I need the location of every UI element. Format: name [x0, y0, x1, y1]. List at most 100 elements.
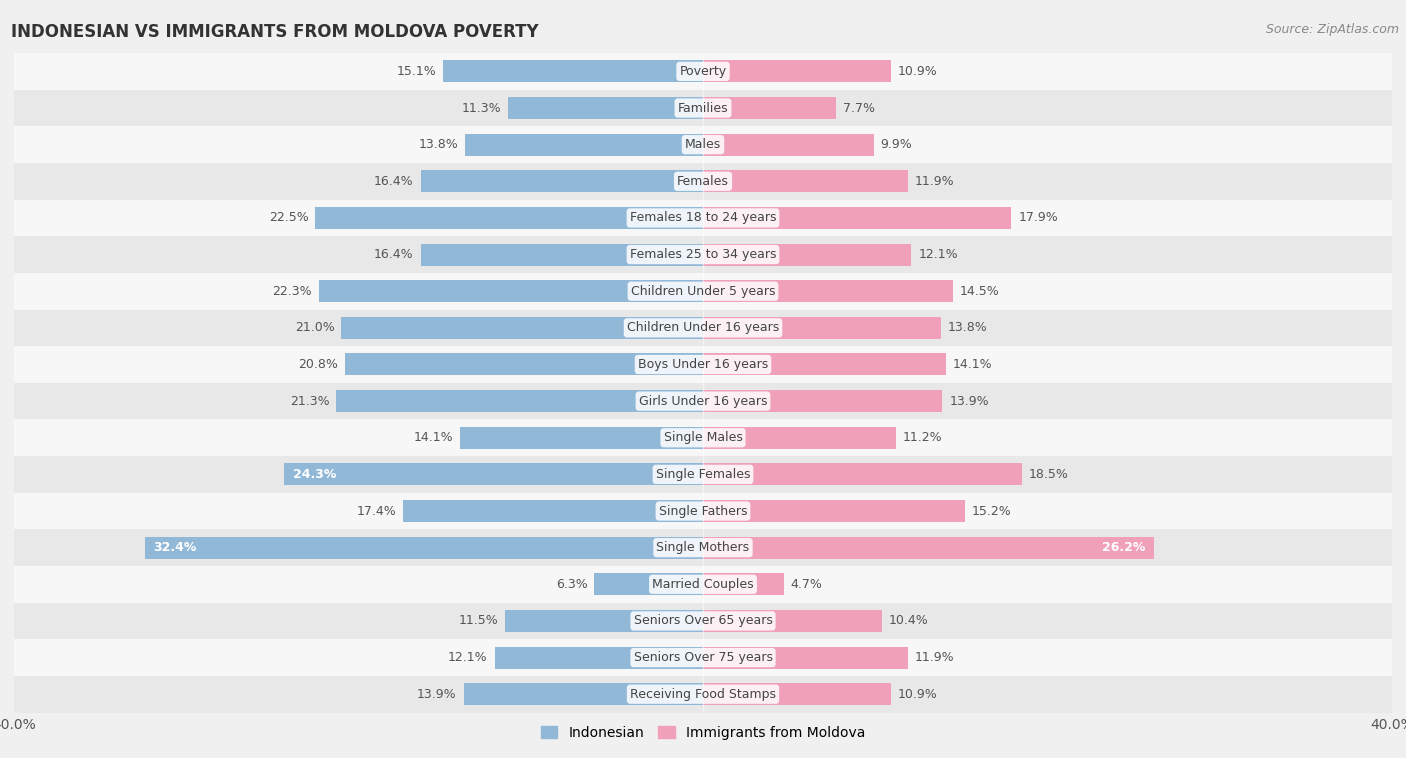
Bar — [14, 273, 1392, 309]
Text: 16.4%: 16.4% — [374, 248, 413, 261]
Text: Seniors Over 65 years: Seniors Over 65 years — [634, 615, 772, 628]
Text: 10.9%: 10.9% — [897, 688, 938, 700]
Bar — [14, 603, 1392, 639]
Bar — [145, 537, 703, 559]
Bar — [703, 243, 911, 265]
Text: Females 18 to 24 years: Females 18 to 24 years — [630, 211, 776, 224]
Bar — [344, 353, 703, 375]
Text: 12.1%: 12.1% — [918, 248, 957, 261]
Text: 12.1%: 12.1% — [449, 651, 488, 664]
Bar — [14, 676, 1392, 713]
Text: Families: Families — [678, 102, 728, 114]
Text: 15.2%: 15.2% — [972, 505, 1011, 518]
Text: 4.7%: 4.7% — [790, 578, 823, 590]
Text: 26.2%: 26.2% — [1102, 541, 1146, 554]
Text: Poverty: Poverty — [679, 65, 727, 78]
Text: Single Mothers: Single Mothers — [657, 541, 749, 554]
Bar — [319, 280, 703, 302]
Bar — [14, 53, 1392, 89]
Bar — [703, 280, 953, 302]
Text: 22.5%: 22.5% — [269, 211, 308, 224]
Bar — [14, 493, 1392, 529]
Bar — [315, 207, 703, 229]
Text: 11.2%: 11.2% — [903, 431, 942, 444]
Bar — [404, 500, 703, 522]
Text: 11.9%: 11.9% — [915, 651, 955, 664]
Text: 18.5%: 18.5% — [1029, 468, 1069, 481]
Bar — [14, 163, 1392, 199]
Text: 14.5%: 14.5% — [960, 285, 1000, 298]
Text: 13.9%: 13.9% — [418, 688, 457, 700]
Text: 17.4%: 17.4% — [357, 505, 396, 518]
Text: Married Couples: Married Couples — [652, 578, 754, 590]
Bar — [14, 383, 1392, 419]
Text: Receiving Food Stamps: Receiving Food Stamps — [630, 688, 776, 700]
Text: 6.3%: 6.3% — [555, 578, 588, 590]
Bar — [505, 610, 703, 632]
Bar — [703, 500, 965, 522]
Text: Children Under 16 years: Children Under 16 years — [627, 321, 779, 334]
Text: 10.9%: 10.9% — [897, 65, 938, 78]
Bar — [703, 353, 946, 375]
Bar — [495, 647, 703, 669]
Bar — [14, 309, 1392, 346]
Bar — [703, 171, 908, 193]
Bar — [420, 243, 703, 265]
Bar — [703, 610, 882, 632]
Text: Source: ZipAtlas.com: Source: ZipAtlas.com — [1265, 23, 1399, 36]
Text: INDONESIAN VS IMMIGRANTS FROM MOLDOVA POVERTY: INDONESIAN VS IMMIGRANTS FROM MOLDOVA PO… — [11, 23, 538, 41]
Bar — [14, 419, 1392, 456]
Bar — [703, 317, 941, 339]
Text: Single Fathers: Single Fathers — [659, 505, 747, 518]
Bar — [703, 207, 1011, 229]
Legend: Indonesian, Immigrants from Moldova: Indonesian, Immigrants from Moldova — [536, 720, 870, 745]
Bar — [703, 97, 835, 119]
Bar — [14, 456, 1392, 493]
Text: Single Females: Single Females — [655, 468, 751, 481]
Text: Males: Males — [685, 138, 721, 151]
Bar — [703, 61, 891, 83]
Bar — [284, 463, 703, 485]
Text: 11.3%: 11.3% — [461, 102, 502, 114]
Bar — [14, 566, 1392, 603]
Text: 11.9%: 11.9% — [915, 175, 955, 188]
Bar — [703, 573, 785, 595]
Text: 20.8%: 20.8% — [298, 358, 337, 371]
Bar — [703, 683, 891, 705]
Text: Single Males: Single Males — [664, 431, 742, 444]
Text: 15.1%: 15.1% — [396, 65, 436, 78]
Bar — [465, 133, 703, 155]
Bar — [14, 89, 1392, 127]
Bar — [703, 463, 1022, 485]
Text: Boys Under 16 years: Boys Under 16 years — [638, 358, 768, 371]
Text: 32.4%: 32.4% — [153, 541, 197, 554]
Text: 13.9%: 13.9% — [949, 395, 988, 408]
Bar — [509, 97, 703, 119]
Text: 16.4%: 16.4% — [374, 175, 413, 188]
Bar — [14, 236, 1392, 273]
Bar — [703, 537, 1154, 559]
Text: 17.9%: 17.9% — [1018, 211, 1057, 224]
Text: 22.3%: 22.3% — [273, 285, 312, 298]
Text: 21.0%: 21.0% — [295, 321, 335, 334]
Bar — [703, 390, 942, 412]
Bar — [14, 346, 1392, 383]
Text: 10.4%: 10.4% — [889, 615, 929, 628]
Bar — [336, 390, 703, 412]
Text: Girls Under 16 years: Girls Under 16 years — [638, 395, 768, 408]
Text: 14.1%: 14.1% — [413, 431, 453, 444]
Bar — [703, 133, 873, 155]
Text: 24.3%: 24.3% — [292, 468, 336, 481]
Bar — [703, 647, 908, 669]
Text: 11.5%: 11.5% — [458, 615, 498, 628]
Bar — [342, 317, 703, 339]
Text: Females: Females — [678, 175, 728, 188]
Text: 7.7%: 7.7% — [842, 102, 875, 114]
Bar — [14, 639, 1392, 676]
Text: 13.8%: 13.8% — [948, 321, 987, 334]
Bar — [420, 171, 703, 193]
Text: 21.3%: 21.3% — [290, 395, 329, 408]
Bar — [460, 427, 703, 449]
Bar — [14, 199, 1392, 236]
Bar — [14, 529, 1392, 566]
